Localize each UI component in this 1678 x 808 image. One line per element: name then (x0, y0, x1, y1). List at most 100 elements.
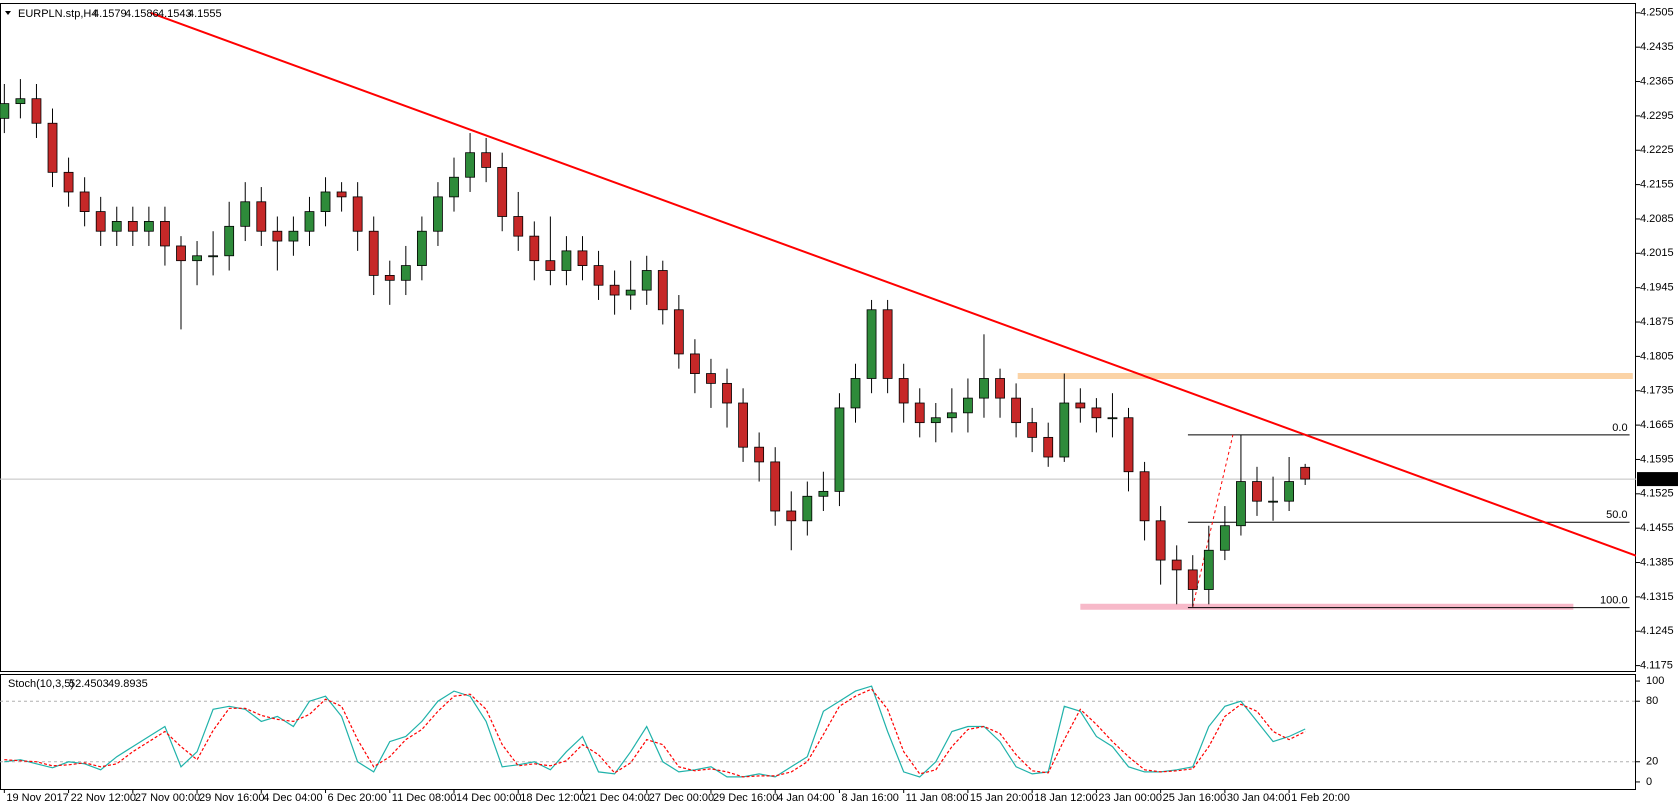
candle-body (1300, 466, 1311, 480)
y-tick-label: 4.2365 (1640, 75, 1674, 87)
candle-body (336, 191, 347, 198)
candle-body (465, 152, 475, 178)
candle-body (641, 270, 652, 291)
candle-body (240, 201, 251, 227)
x-tick-label: 4 Dec 04:00 (263, 792, 322, 804)
candle-body (272, 230, 283, 242)
candle-body (529, 235, 540, 262)
candle-body (368, 230, 379, 276)
trendline (150, 11, 1636, 557)
quote-low: 4.1543 (158, 8, 192, 20)
y-tick-label: 4.2505 (1640, 7, 1674, 19)
candle-body (1123, 417, 1134, 473)
x-tick-label: 22 Nov 12:00 (71, 792, 136, 804)
candle-body (320, 191, 331, 212)
candle-body (1268, 500, 1278, 503)
candle-body (561, 250, 572, 271)
quote-open: 4.1579 (93, 8, 127, 20)
candle-body (770, 461, 781, 512)
candle-body (1011, 397, 1021, 424)
x-tick-label: 8 Jan 16:00 (841, 792, 899, 804)
candle-body (898, 378, 909, 404)
candle-body (127, 221, 138, 232)
candle-body (995, 378, 1005, 399)
x-tick-label: 4 Jan 04:00 (777, 792, 835, 804)
candle-body (433, 196, 443, 232)
stoch-title: Stoch(10,3,5) (8, 678, 74, 690)
candle-body (15, 98, 26, 105)
candle-body (690, 353, 700, 374)
candle-body (111, 221, 122, 232)
symbol: EURPLN.stp,H4 (18, 8, 97, 20)
y-tick-label: 4.1735 (1640, 385, 1674, 397)
candle-body (802, 495, 813, 522)
candle-body (1187, 569, 1198, 590)
candle-body (673, 309, 684, 355)
stoch-main-value: 52.4503 (69, 678, 109, 690)
candle-body (256, 201, 267, 232)
x-tick-label: 25 Jan 16:00 (1163, 792, 1227, 804)
x-tick-label: 29 Nov 16:00 (199, 792, 264, 804)
y-tick-label: 4.2295 (1640, 110, 1674, 122)
x-tick-label: 29 Dec 16:00 (713, 792, 778, 804)
candle-body (224, 225, 235, 257)
candle-body (400, 265, 411, 281)
y-tick-label: 4.1525 (1640, 488, 1674, 500)
candle-body (1107, 417, 1118, 420)
stoch-frame (0, 674, 1636, 790)
stoch-signal-value: 49.8935 (108, 678, 148, 690)
candle-body (818, 490, 829, 497)
candle-body (657, 270, 668, 311)
x-tick-label: 21 Dec 04:00 (584, 792, 649, 804)
candle-body (143, 221, 154, 232)
candle-body (1027, 422, 1038, 438)
y-tick-label: 4.2225 (1640, 144, 1674, 156)
candle-body (449, 176, 459, 198)
candle-body (1059, 402, 1070, 458)
fib-label: 100.0 (1600, 595, 1628, 607)
y-tick-label: 20 (1646, 756, 1658, 768)
candle-body (738, 402, 748, 448)
candle-body (79, 191, 90, 212)
x-tick-label: 1 Feb 20:00 (1291, 792, 1350, 804)
candle-body (304, 211, 315, 232)
quote-close: 4.1555 (188, 8, 222, 20)
candle-body (352, 196, 363, 232)
y-tick-label: 0 (1646, 776, 1652, 788)
candle-body (384, 275, 395, 281)
main-frame (0, 3, 1636, 672)
candle-body (47, 122, 58, 173)
price-panel: 0.0 50.0 100.0 (0, 11, 1636, 610)
stoch-line (4, 685, 1306, 778)
candle-body (850, 378, 861, 409)
candle-body (31, 98, 42, 124)
x-tick-label: 23 Jan 00:00 (1098, 792, 1162, 804)
y-tick-label: 4.1175 (1640, 660, 1673, 672)
candle-body (0, 103, 10, 119)
candle-body (1075, 402, 1086, 409)
x-tick-label: 11 Dec 08:00 (392, 792, 457, 804)
x-tick-label: 30 Jan 04:00 (1227, 792, 1291, 804)
candle-body (481, 152, 492, 168)
candle-body (1155, 520, 1166, 561)
candle-body (1252, 481, 1262, 502)
candle-body (513, 216, 524, 237)
y-tick-label: 4.1945 (1640, 282, 1674, 294)
candle-body (160, 221, 170, 247)
menu-arrow[interactable] (5, 11, 11, 15)
candle-body (1043, 436, 1054, 458)
y-tick-label: 80 (1646, 695, 1658, 707)
y-tick-label: 4.1595 (1640, 453, 1674, 465)
candle-body (609, 284, 620, 296)
fib-label: 0.0 (1612, 422, 1627, 434)
candle-body (1091, 407, 1102, 419)
y-tick-label: 4.2015 (1640, 247, 1674, 259)
candle-body (882, 309, 893, 379)
y-tick-label: 4.1805 (1640, 350, 1674, 362)
candle-body (208, 255, 219, 258)
candle-body (963, 397, 973, 414)
candle-body (834, 407, 845, 492)
y-tick-label: 4.2155 (1640, 179, 1674, 191)
x-tick-label: 18 Dec 12:00 (520, 792, 585, 804)
